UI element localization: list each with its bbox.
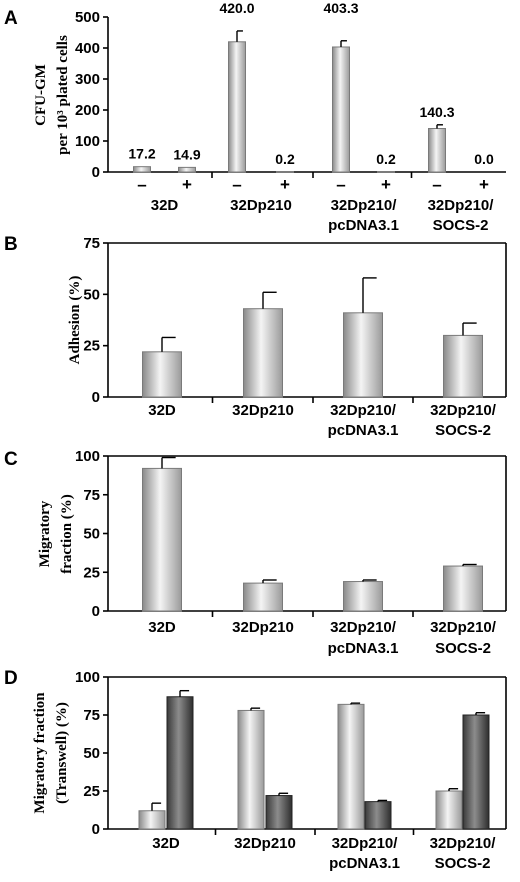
panel-b-ytick-label: 50 [83, 286, 100, 303]
panel-a-data-label: 0.0 [474, 151, 494, 167]
panel-c-category-label: 32Dp210/ [430, 619, 497, 636]
panel-a-ytick-label: 300 [75, 71, 100, 88]
panel-a-category-label: 32Dp210 [230, 197, 292, 214]
panel-a-data-label: 0.2 [376, 151, 396, 167]
panel-a-data-label: 0.2 [275, 151, 295, 167]
panel-a-sign-label: – [137, 175, 146, 194]
panel-a-ytick-label: 500 [75, 9, 100, 26]
panel-a-letter: A [4, 8, 18, 29]
panel-d-bar [364, 801, 392, 830]
panel-d-bar [237, 709, 265, 830]
panel-d-bar [166, 696, 194, 830]
panel-c-category-label: pcDNA3.1 [328, 640, 399, 657]
panel-a-data-label: 403.3 [323, 0, 358, 16]
panel-b-category-label: pcDNA3.1 [328, 422, 399, 439]
panel-d-bar [435, 790, 463, 830]
panel-c-ytick-label: 0 [92, 603, 100, 620]
panel-a-data-label: 14.9 [173, 146, 200, 162]
panel-c-bar [443, 565, 483, 612]
panel-a-sign-label: + [280, 175, 290, 194]
panel-b-bar [443, 334, 483, 398]
panel-d-ytick-label: 100 [75, 669, 100, 686]
panel-d-bar [337, 703, 365, 830]
panel-c-ytick-label: 25 [83, 564, 100, 581]
panel-a-data-label: 17.2 [128, 146, 155, 162]
panel-a-category-label: SOCS-2 [433, 217, 489, 234]
panel-b-chart: B 0 25 50 75 Adhesion (%) 32D 32Dp210 32Dp210/p… [4, 234, 507, 439]
panel-a-ytick-label: 0 [92, 164, 100, 181]
panel-d-chart: D 0 25 50 75 100 Migratory fraction (Transwell… [4, 668, 507, 872]
panel-b-category-label: 32Dp210 [232, 402, 294, 419]
panel-d-letter: D [4, 668, 18, 689]
panel-a-sign-label: – [336, 175, 345, 194]
panel-b-category-label: 32Dp210/ [430, 402, 497, 419]
panel-a-bar [133, 166, 151, 173]
panel-d-bar [462, 714, 490, 830]
panel-c-bar [343, 581, 383, 612]
panel-a-y-axis-label: per 10³ plated cells [55, 35, 71, 155]
panel-b-bar [142, 351, 182, 398]
panel-d-category-label: 32Dp210/ [430, 835, 497, 852]
panel-d-y-axis-label: Migratory fraction [32, 692, 48, 814]
panel-c-letter: C [4, 449, 18, 470]
panel-a-ytick-label: 100 [75, 133, 100, 150]
panel-c-category-label: 32Dp210 [232, 619, 294, 636]
panel-c-ytick-label: 50 [83, 526, 100, 543]
panel-a-category-label: pcDNA3.1 [328, 217, 399, 234]
panel-a-category-label: 32Dp210/ [331, 197, 398, 214]
panel-d-bar [265, 795, 293, 830]
panel-b-category-label: 32Dp210/ [330, 402, 397, 419]
panel-d-category-label: 32Dp210/ [332, 835, 399, 852]
panel-c-category-label: 32D [148, 619, 176, 636]
panel-d-ytick-label: 25 [83, 783, 100, 800]
panel-b-letter: B [4, 234, 18, 255]
panel-a-data-label: 420.0 [219, 0, 254, 16]
panel-a-sign-label: + [381, 175, 391, 194]
panel-c-bar [142, 467, 182, 612]
panel-c-ytick-label: 75 [83, 487, 100, 504]
panel-c-category-label: 32Dp210/ [330, 619, 397, 636]
panel-a-bar [178, 166, 196, 173]
panel-a-y-axis-label: CFU-GM [33, 64, 49, 126]
panel-d-y-axis-label: (Transwell) (%) [54, 702, 70, 804]
panel-b-ytick-label: 0 [92, 389, 100, 406]
panel-c-chart: C 0 25 50 75 100 Migratory fraction (%) 32D 32Dp… [4, 448, 507, 657]
panel-a-category-label: 32D [151, 197, 179, 214]
panel-d-category-label: SOCS-2 [435, 855, 491, 872]
panel-a-chart: A 0 100 200 300 400 500 CFU-GM per 10³ plated c… [4, 0, 506, 234]
panel-c-bar [243, 582, 283, 612]
panel-d-category-label: 32D [152, 835, 180, 852]
panel-a-sign-label: + [182, 175, 192, 194]
panel-c-y-axis-label: Migratory [37, 500, 53, 567]
panel-d-category-label: 32Dp210 [234, 835, 296, 852]
panel-d-ytick-label: 75 [83, 707, 100, 724]
panel-c-category-label: SOCS-2 [435, 640, 491, 657]
panel-a-bar [228, 41, 246, 173]
panel-b-category-label: 32D [148, 402, 176, 419]
panel-a-ytick-label: 400 [75, 40, 100, 57]
panel-a-sign-label: – [432, 175, 441, 194]
panel-c-y-axis-label: fraction (%) [59, 494, 75, 574]
panel-d-ytick-label: 0 [92, 821, 100, 838]
panel-b-ytick-label: 75 [83, 235, 100, 252]
panel-b-y-axis-label: Adhesion (%) [67, 276, 83, 365]
panel-a-bar [428, 128, 446, 173]
panel-b-ytick-label: 25 [83, 338, 100, 355]
panel-a-bar [332, 46, 350, 173]
panel-a-sign-label: – [232, 175, 241, 194]
panel-b-bar [243, 308, 283, 398]
panel-c-ytick-label: 100 [75, 448, 100, 465]
panel-b-bar [343, 312, 383, 398]
panel-d-ytick-label: 50 [83, 745, 100, 762]
panel-d-bar [138, 810, 166, 830]
panel-a-ytick-label: 200 [75, 102, 100, 119]
panel-a-sign-label: + [479, 175, 489, 194]
panel-a-category-label: 32Dp210/ [428, 197, 495, 214]
panel-a-data-label: 140.3 [419, 104, 454, 120]
panel-d-category-label: pcDNA3.1 [329, 855, 400, 872]
panel-b-category-label: SOCS-2 [435, 422, 491, 439]
